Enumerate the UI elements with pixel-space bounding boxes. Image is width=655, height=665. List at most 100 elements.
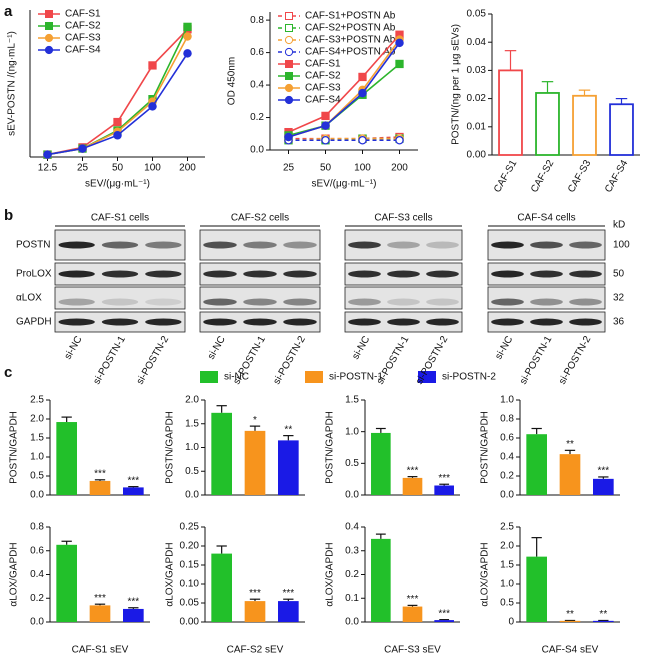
legend-label: CAF-S2	[305, 71, 341, 82]
y-tick-label: 0.3	[345, 545, 359, 556]
blot-band	[283, 298, 317, 306]
legend-marker	[285, 24, 293, 32]
blot-band	[348, 318, 381, 326]
marker	[148, 61, 157, 70]
legend-marker	[284, 47, 294, 57]
y-axis-label: sEV-POSTN /(ng·mL⁻¹)	[7, 31, 18, 136]
significance: ***	[407, 594, 419, 605]
y-axis-label: POSTN/GAPDH	[9, 411, 20, 484]
bar	[526, 556, 547, 622]
x-tick-label: CAF-S4	[603, 158, 631, 195]
marker	[321, 111, 330, 121]
series-line	[288, 34, 401, 133]
x-axis-label: CAF-S4 sEV	[542, 645, 599, 656]
y-tick-label: 0.03	[467, 65, 487, 76]
legend-label: si-NC	[224, 372, 249, 383]
y-tick-label: 0.4	[345, 522, 359, 533]
marker	[395, 136, 404, 145]
significance: ***	[282, 588, 294, 599]
blot-band	[145, 298, 182, 306]
y-tick-label: 1.0	[500, 395, 514, 406]
blot-band	[348, 270, 381, 278]
blot-band	[243, 270, 277, 278]
legend-marker	[44, 33, 54, 43]
bar	[371, 432, 391, 495]
bar	[434, 620, 454, 622]
x-tick-label: 50	[112, 163, 124, 174]
y-tick-label: 0.5	[500, 598, 514, 609]
significance: ***	[94, 468, 106, 479]
legend-marker	[285, 12, 293, 20]
x-tick-label: 100	[354, 163, 371, 174]
y-tick-label: 0.5	[345, 458, 359, 469]
y-tick-label: 0.6	[500, 433, 514, 444]
legend-label: si-POSTN-2	[442, 372, 496, 383]
bar	[123, 487, 144, 495]
lane-label: si-POSTN-1	[375, 334, 412, 387]
lane-label: si-NC	[206, 334, 228, 361]
bar	[278, 440, 299, 495]
x-tick-label: 50	[320, 163, 332, 174]
marker	[358, 136, 367, 145]
legend-marker	[45, 22, 53, 30]
y-tick-label: 0.10	[180, 579, 200, 590]
y-tick-label: 1.0	[345, 426, 359, 437]
y-tick-label: 0.2	[250, 112, 264, 123]
bar	[402, 477, 423, 495]
y-tick-label: 0.05	[467, 9, 487, 20]
bar	[498, 69, 523, 156]
bar	[593, 620, 614, 622]
y-tick-label: 0.01	[467, 121, 487, 132]
bar	[278, 601, 299, 622]
legend-label: CAF-S2	[65, 21, 101, 32]
legend-label: CAF-S3	[305, 83, 341, 94]
significance: ***	[407, 465, 419, 476]
significance: **	[284, 424, 292, 435]
bar	[402, 606, 423, 622]
legend-label: si-POSTN-1	[329, 372, 383, 383]
bar	[434, 485, 454, 495]
marker	[148, 102, 157, 111]
blot-band	[491, 318, 524, 326]
marker	[113, 131, 122, 140]
marker	[43, 150, 52, 159]
blot-band	[569, 241, 602, 249]
y-tick-label: 0.2	[345, 569, 359, 580]
legend-label: CAF-S4+POSTN Ab	[305, 47, 396, 58]
y-axis-label: αLOX/GAPDH	[325, 542, 336, 606]
y-tick-label: 0.0	[185, 490, 199, 501]
y-tick-label: 2.0	[500, 541, 514, 552]
y-tick-label: 0.1	[345, 593, 359, 604]
y-tick-label: 0.2	[30, 593, 44, 604]
y-tick-label: 0.0	[250, 145, 264, 156]
blot-row-label: αLOX	[16, 293, 42, 304]
x-axis-label: CAF-S3 sEV	[384, 645, 441, 656]
bar	[572, 94, 597, 156]
blot-band	[426, 298, 459, 306]
y-tick-label: 0.5	[185, 466, 199, 477]
bar	[609, 103, 634, 156]
legend-swatch	[305, 371, 323, 383]
bar	[244, 430, 266, 495]
lane-label: si-NC	[63, 334, 85, 361]
y-axis-label: POSTN/(ng per 1 μg sEVs)	[451, 24, 462, 145]
significance: ***	[127, 475, 139, 486]
y-tick-label: 2.5	[500, 522, 514, 533]
blot-band	[348, 298, 381, 306]
legend-label: CAF-S1+POSTN Ab	[305, 11, 396, 22]
x-tick-label: 12.5	[38, 163, 58, 174]
blot-band	[530, 241, 563, 249]
y-tick-label: 1.0	[30, 452, 44, 463]
blot-band	[530, 270, 563, 278]
blot-band	[145, 241, 182, 249]
lane-label: si-POSTN-2	[557, 334, 594, 387]
marker	[78, 144, 87, 153]
panel-letter: c	[4, 364, 12, 381]
marker	[395, 38, 404, 48]
y-axis-label: αLOX/GAPDH	[9, 542, 20, 606]
blot-title: CAF-S1 cells	[91, 213, 149, 224]
blot-band	[387, 298, 420, 306]
blot-title: CAF-S2 cells	[231, 213, 289, 224]
significance: **	[599, 609, 607, 620]
